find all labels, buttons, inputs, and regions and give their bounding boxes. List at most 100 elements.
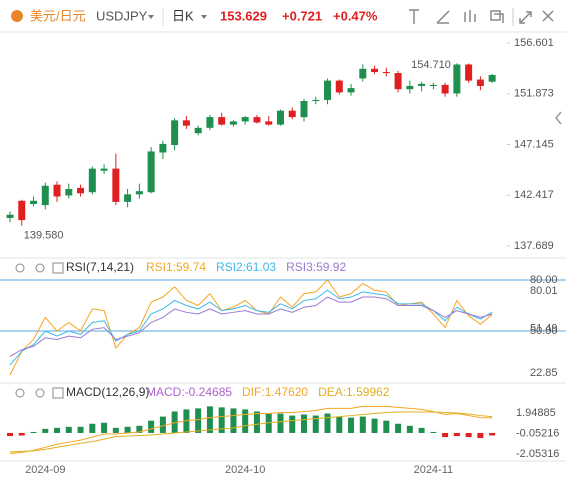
candle-body [394, 73, 402, 90]
high-label: 154.710 [411, 59, 451, 71]
axis-label: 51.49 [530, 322, 558, 334]
rsi-title: RSI(7,14,21) [66, 260, 134, 274]
macd-bar [277, 413, 284, 433]
y-tick-label: 156.601 [514, 37, 554, 49]
macd-bar [312, 415, 319, 433]
macd-bar [7, 432, 13, 437]
fullscreen[interactable] [519, 11, 532, 24]
currency-flag [11, 10, 23, 22]
y-tick-label: 1.94885 [516, 407, 556, 419]
y-tick-label: -0.05216 [516, 427, 559, 439]
candle-body [77, 187, 85, 194]
settings-icon[interactable] [35, 388, 45, 398]
macd-bar [242, 409, 249, 433]
candle-body [41, 185, 49, 206]
macd-bar [136, 425, 143, 433]
candle-body [465, 64, 473, 81]
macd-bar [477, 432, 484, 439]
macd-bar [253, 411, 260, 433]
symbol[interactable]: USDJPY [96, 8, 148, 23]
candle-body [276, 110, 284, 125]
candle-body [359, 68, 367, 79]
candle-body [194, 127, 202, 134]
y-tick-label: 142.417 [514, 189, 554, 201]
rsi-line [9, 296, 493, 357]
y-tick-label: 50.00 [530, 325, 558, 337]
eye-icon[interactable] [15, 388, 25, 398]
candle-body [206, 117, 214, 128]
candle-body [371, 68, 379, 73]
candle-body [347, 88, 355, 93]
x-tick-label: 2024-10 [225, 464, 265, 476]
axis-label: 80.01 [530, 285, 558, 297]
candle-body [441, 84, 449, 94]
macd-bar [301, 414, 307, 433]
macd-bar [65, 426, 72, 433]
close[interactable] [542, 10, 554, 22]
macd-bar [489, 432, 496, 436]
macd-bar [230, 408, 237, 433]
macd-bar [171, 411, 178, 433]
period[interactable]: 日K [172, 8, 194, 23]
candle-body [229, 121, 237, 125]
candle-body [488, 74, 496, 82]
macd-bar [395, 423, 402, 433]
candle-body [382, 72, 390, 74]
rsi-line [9, 289, 493, 366]
text-tool[interactable] [409, 9, 419, 24]
candle-body [300, 101, 308, 118]
legend-item: RSI2:61.03 [216, 260, 276, 274]
y-tick-label: 80.00 [530, 274, 558, 286]
candle-body [241, 117, 249, 122]
macd-bar [101, 422, 108, 433]
candle-body [135, 191, 143, 195]
macd-bar [453, 432, 460, 437]
close-icon[interactable] [52, 262, 64, 274]
dropdown-arrow[interactable] [201, 15, 207, 19]
macd-bar [112, 427, 119, 433]
legend-item: RSI3:59.92 [286, 260, 346, 274]
price-change-pct: +0.47% [333, 8, 378, 23]
eye-icon[interactable] [15, 263, 25, 273]
macd-bar [348, 417, 355, 433]
macd-bar [54, 427, 61, 433]
macd-bar [148, 420, 155, 433]
candle-body [406, 85, 414, 90]
collapse-panel[interactable] [555, 111, 562, 125]
candle-body [18, 200, 26, 221]
candle-body [453, 64, 461, 94]
candle-body [124, 194, 132, 202]
candle-body [30, 200, 38, 205]
dropdown-arrow[interactable] [148, 15, 154, 19]
macd-bar [465, 432, 472, 438]
macd-title: MACD(12,26,9) [66, 385, 149, 399]
macd-bar [383, 420, 390, 433]
macd-bar [265, 413, 272, 433]
macd-bar [218, 407, 225, 433]
candle-body [429, 84, 437, 86]
macd-line [9, 405, 493, 454]
indicator-tool[interactable] [464, 10, 476, 22]
candle-body [253, 117, 261, 123]
macd-line [9, 411, 493, 453]
y-tick-label: 137.689 [514, 240, 554, 252]
settings-icon[interactable] [35, 263, 45, 273]
layout-tool[interactable] [490, 10, 504, 23]
legend-item: MACD:-0.24685 [146, 385, 232, 399]
close-icon[interactable] [52, 387, 64, 399]
candle-body [171, 120, 179, 145]
macd-bar [18, 432, 25, 436]
pair-name[interactable]: 美元/日元 [30, 8, 86, 23]
candle-body [418, 83, 426, 86]
macd-bar [359, 416, 366, 433]
macd-bar [430, 431, 437, 433]
candle-body [218, 117, 226, 125]
draw-tool[interactable] [436, 10, 450, 24]
candle-body [324, 80, 332, 100]
macd-bar [124, 426, 131, 433]
low-label: 139.580 [24, 230, 64, 242]
candle-body [112, 168, 120, 202]
candle-body [159, 143, 167, 153]
axis-label: 22.85 [530, 367, 558, 379]
candle-body [53, 184, 61, 197]
